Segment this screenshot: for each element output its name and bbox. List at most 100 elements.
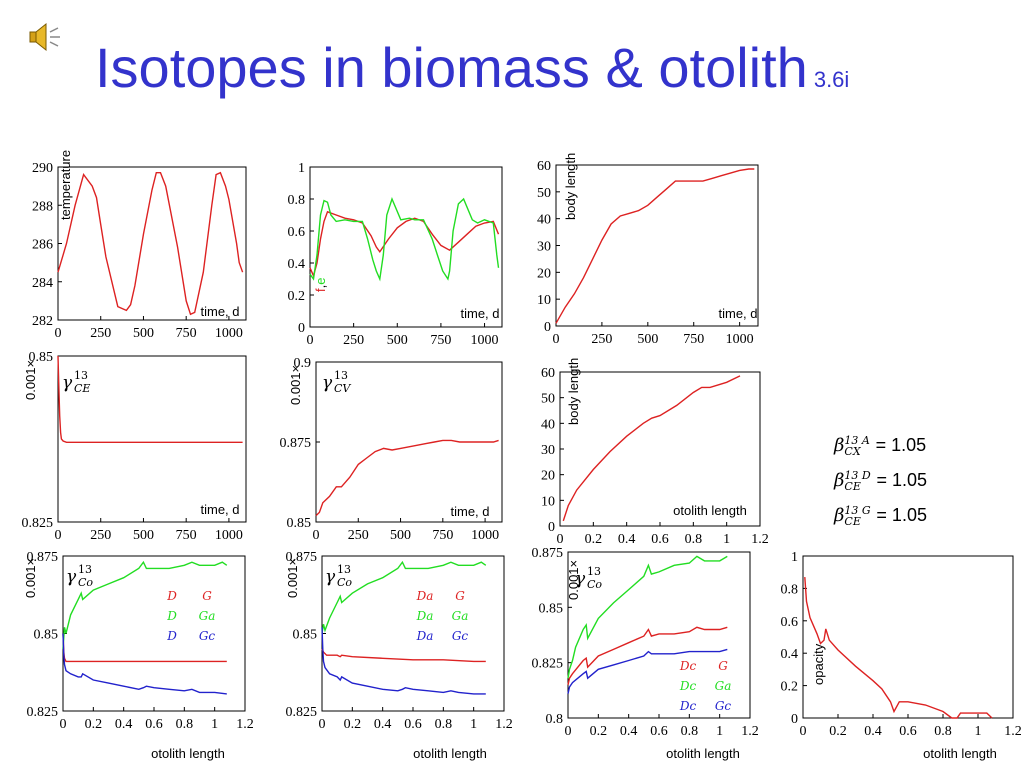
x-axis-label: time, d: [200, 304, 239, 319]
x-tick-label: 500: [390, 528, 411, 543]
y-tick-label: 0: [544, 320, 551, 335]
y-tick-label: 0.8: [546, 712, 564, 727]
x-tick-label: 750: [432, 528, 453, 543]
y-tick-label: 286: [32, 238, 53, 253]
series-line-red: [309, 210, 500, 278]
y-tick-label: 284: [32, 276, 53, 291]
plot-frame: [57, 355, 247, 523]
x-tick-label: 0.8: [934, 724, 952, 739]
chart-len: 0 250 500 750 1000 0 10 20 30 40 50 60 time, d body l…: [537, 153, 759, 347]
gamma-subscript: Co: [587, 578, 602, 591]
y-multiplier-label: 0.001×: [23, 360, 38, 400]
x-tick-label: 0.2: [590, 724, 608, 739]
y-tick-label: 288: [32, 199, 53, 214]
x-tick-label: 1: [211, 717, 218, 732]
series-line-blue: [321, 627, 486, 695]
series-line-red: [804, 577, 993, 719]
y-tick-label: 0.825: [22, 516, 54, 531]
x-tick-label: 0.2: [585, 532, 603, 547]
gamma-symbol: γ: [322, 373, 333, 393]
chart-temp: 0 250 500 750 1000 282 284 286 288 290 time, d temp…: [32, 150, 247, 341]
chart-gco1: 0 0.2 0.4 0.6 0.8 1 1.2 0.825 0.85 0.875 otolith l…: [23, 550, 254, 761]
x-tick-label: 0: [800, 724, 807, 739]
x-tick-label: 0: [319, 717, 326, 732]
x-axis-label: otolith length: [151, 746, 225, 761]
y-multiplier-label: 0.001×: [566, 560, 581, 600]
x-tick-label: 0.2: [829, 724, 847, 739]
y-tick-label: 40: [537, 213, 551, 228]
legend-label: Dc: [679, 699, 697, 713]
x-tick-label: 0.6: [899, 724, 917, 739]
x-tick-label: 0.8: [176, 717, 194, 732]
y-tick-label: 20: [541, 469, 555, 484]
x-tick-label: 500: [637, 332, 658, 347]
x-tick-label: 0.6: [651, 532, 669, 547]
chart-gco2: 0 0.2 0.4 0.6 0.8 1 1.2 0.825 0.85 0.875 otolith l…: [285, 550, 513, 761]
x-tick-label: 1000: [471, 528, 499, 543]
x-tick-label: 0: [553, 332, 560, 347]
legend-label: Ga: [199, 609, 216, 623]
legend-label: G: [718, 659, 728, 673]
x-tick-label: 1000: [215, 528, 243, 543]
legend-label: Ga: [715, 679, 732, 693]
y-tick-label: 0: [298, 321, 305, 336]
x-tick-label: 0.8: [681, 724, 699, 739]
gamma-superscript: 13: [337, 563, 351, 576]
title-suffix: 3.6i: [813, 67, 850, 92]
y-tick-label: 0.8: [781, 582, 799, 597]
gamma-subscript: Co: [78, 576, 93, 589]
x-tick-label: 0.4: [620, 724, 638, 739]
x-tick-label: 0.2: [344, 717, 362, 732]
x-tick-label: 0.4: [864, 724, 882, 739]
y-tick-label: 1: [298, 161, 305, 176]
y-axis-label: opacity: [811, 643, 826, 685]
legend-label: D: [166, 629, 177, 643]
y-tick-label: 50: [537, 186, 551, 201]
legend-label: Gc: [199, 629, 216, 643]
gamma-subscript: CE: [74, 382, 90, 395]
x-tick-label: 1.2: [495, 717, 513, 732]
y-tick-label: 282: [32, 314, 53, 329]
x-tick-label: 0: [55, 528, 62, 543]
x-tick-label: 250: [343, 333, 364, 348]
x-tick-label: 0: [313, 528, 320, 543]
y-tick-label: 0.4: [288, 257, 306, 272]
y-tick-label: 0.8: [288, 193, 306, 208]
y-tick-label: 0.2: [288, 289, 306, 304]
y-tick-label: 0.2: [781, 680, 799, 695]
chart-lenot: 0 0.2 0.4 0.6 0.8 1 1.2 0 10 20 30 40 50 60 otolith le…: [541, 358, 769, 547]
chart-gce: 0 250 500 750 1000 0.825 0.85 time, d 0.001× γ 13C…: [22, 350, 247, 543]
x-tick-label: 0.8: [435, 717, 453, 732]
y-tick-label: 0.6: [288, 225, 306, 240]
gamma-symbol: γ: [325, 567, 336, 587]
x-tick-label: 750: [430, 333, 451, 348]
gamma-superscript: 13: [587, 565, 601, 578]
series-line-red: [57, 171, 244, 316]
gamma-superscript: 13: [74, 369, 88, 382]
x-tick-label: 0.6: [650, 724, 668, 739]
series-line-blue: [567, 648, 728, 694]
legend-label: Da: [416, 589, 434, 603]
gamma-symbol: γ: [62, 373, 73, 393]
plot-frame: [802, 555, 1014, 719]
x-tick-label: 0: [307, 333, 314, 348]
speaker-icon[interactable]: [28, 22, 64, 57]
y-multiplier-label: 0.001×: [285, 558, 300, 598]
legend-label: Ga: [452, 609, 469, 623]
x-tick-label: 1000: [215, 326, 243, 341]
x-tick-label: 0.6: [404, 717, 422, 732]
chart-opa: 0 0.2 0.4 0.6 0.8 1 1.2 0 0.2 0.4 0.6 0.8 1 otolith l…: [781, 550, 1022, 761]
x-tick-label: 750: [176, 528, 197, 543]
chart-gco3: 0 0.2 0.4 0.6 0.8 1 1.2 0.8 0.825 0.85 0.875 otolit…: [532, 546, 759, 761]
x-tick-label: 0.2: [85, 717, 103, 732]
series-line-red: [57, 355, 243, 443]
x-tick-label: 1: [975, 724, 982, 739]
y-tick-label: 0: [548, 520, 555, 535]
x-tick-label: 1.2: [236, 717, 254, 732]
y-multiplier-label: 0.001×: [23, 558, 38, 598]
x-tick-label: 0.4: [374, 717, 392, 732]
series-line-red: [315, 439, 499, 517]
y-tick-label: 30: [541, 443, 555, 458]
x-tick-label: 500: [133, 528, 154, 543]
